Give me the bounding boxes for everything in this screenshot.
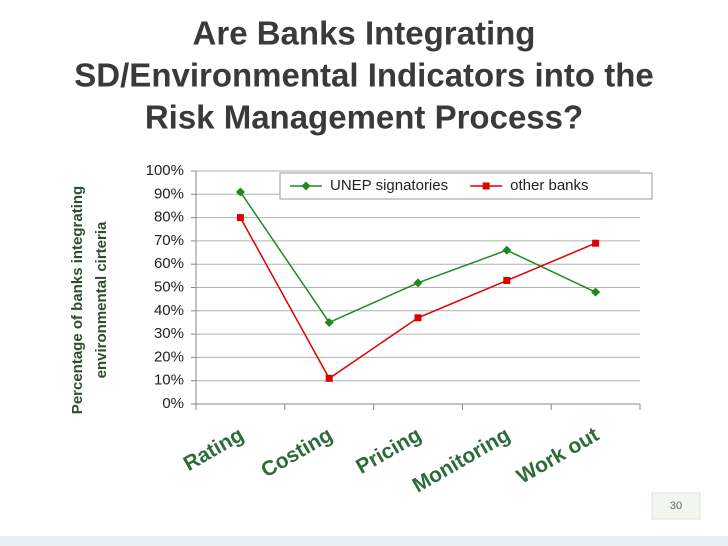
data-point bbox=[592, 239, 600, 247]
y-tick-label: 30% bbox=[154, 325, 184, 342]
data-point bbox=[235, 187, 245, 197]
y-axis-label: Percentage of banks integrating bbox=[69, 186, 86, 414]
data-point bbox=[324, 317, 334, 327]
y-axis-label: environmental cirteria bbox=[93, 221, 110, 378]
y-tick-label: 50% bbox=[154, 278, 184, 295]
y-tick-label: 20% bbox=[154, 348, 184, 365]
data-point bbox=[503, 277, 511, 285]
legend-label: UNEP signatories bbox=[330, 177, 448, 194]
data-point bbox=[591, 287, 601, 297]
y-tick-label: 80% bbox=[154, 209, 184, 226]
data-point bbox=[413, 278, 423, 288]
footer-band bbox=[0, 536, 728, 546]
data-point bbox=[482, 182, 490, 190]
data-point bbox=[301, 181, 311, 191]
data-point bbox=[502, 245, 512, 255]
y-tick-label: 10% bbox=[154, 372, 184, 389]
slide-number-box bbox=[651, 492, 701, 520]
chart-title: Risk Management Process? bbox=[145, 99, 583, 136]
y-tick-label: 70% bbox=[154, 232, 184, 249]
slide-number: 30 bbox=[670, 500, 682, 512]
data-point bbox=[414, 314, 422, 322]
legend-box bbox=[279, 172, 653, 200]
y-tick-label: 0% bbox=[162, 395, 184, 412]
y-tick-label: 40% bbox=[154, 302, 184, 319]
chart-title: SD/Environmental Indicators into the bbox=[74, 57, 653, 94]
y-tick-label: 90% bbox=[154, 185, 184, 202]
data-point bbox=[325, 374, 333, 382]
chart-title: Are Banks Integrating bbox=[193, 15, 536, 52]
data-point bbox=[236, 214, 244, 222]
y-tick-label: 100% bbox=[146, 162, 184, 179]
legend-label: other banks bbox=[510, 177, 588, 194]
y-tick-label: 60% bbox=[154, 255, 184, 272]
